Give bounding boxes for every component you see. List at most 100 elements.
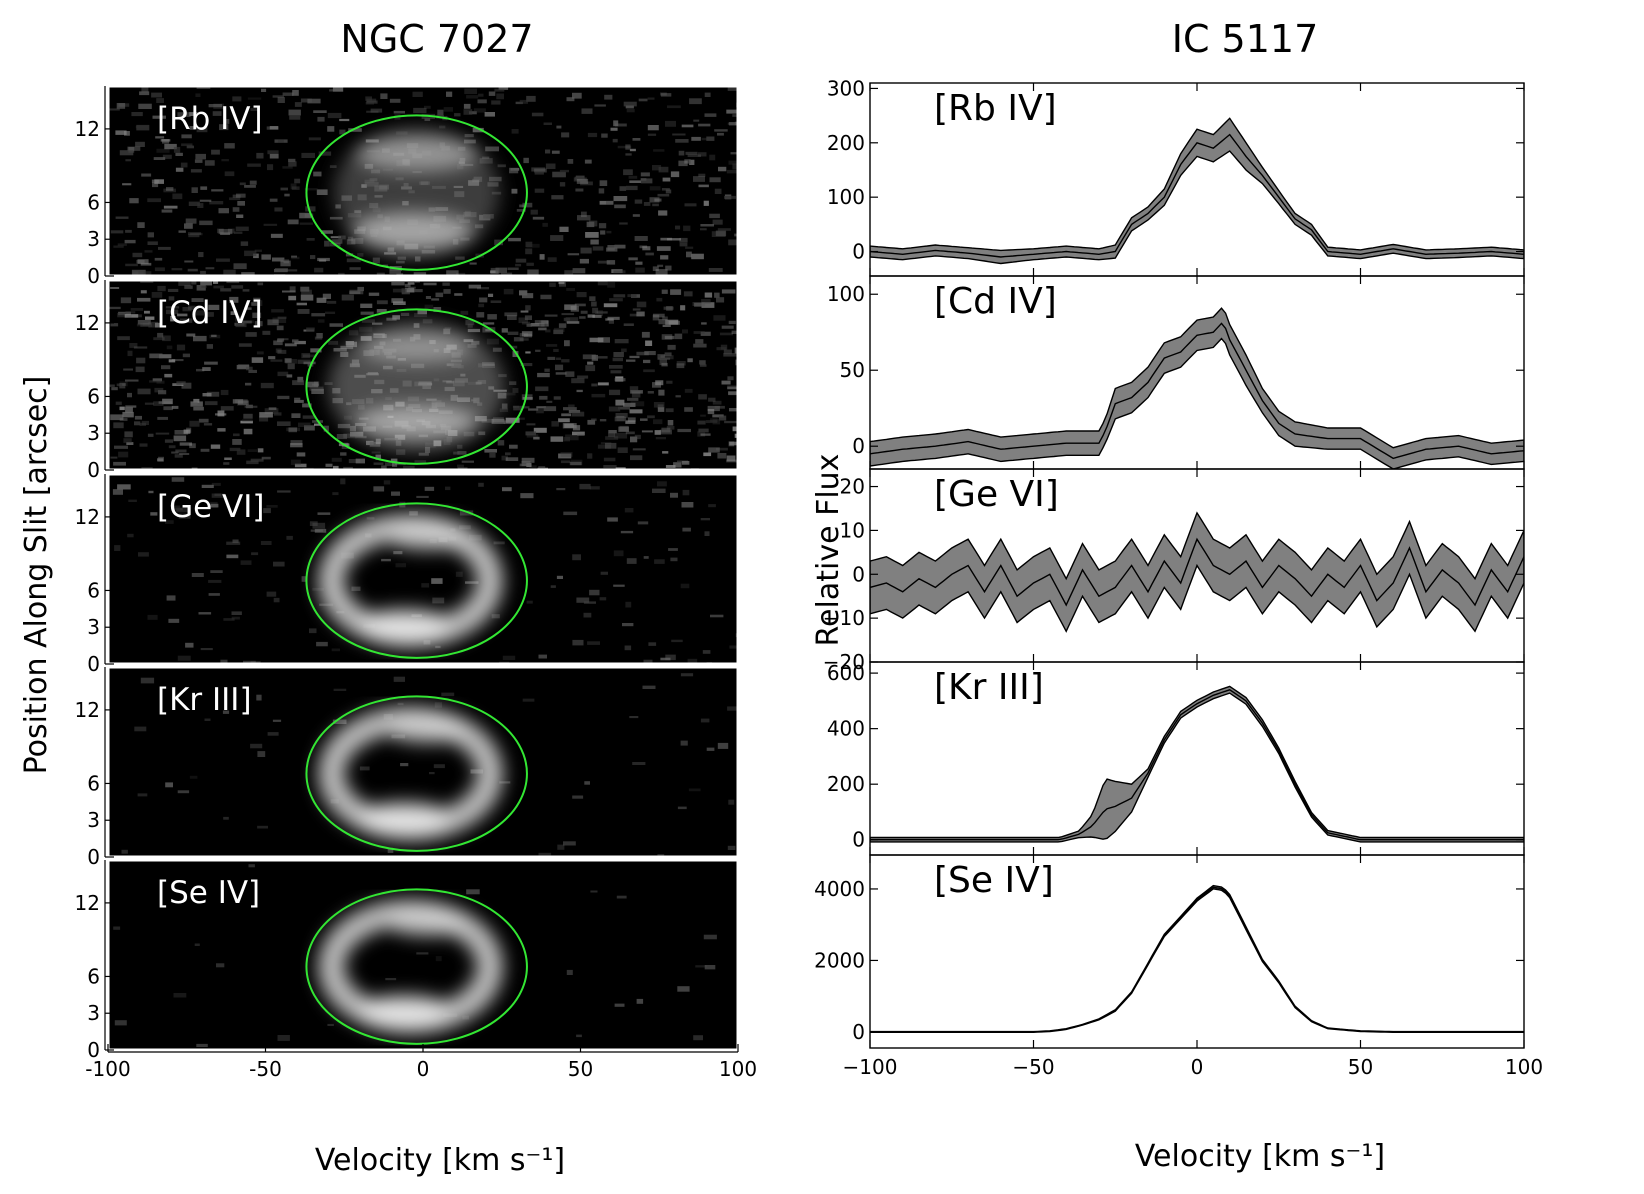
spectrum-line bbox=[870, 689, 1524, 841]
noise-cell bbox=[520, 363, 533, 367]
noise-cell bbox=[641, 331, 650, 338]
noise-cell bbox=[720, 344, 728, 350]
noise-cell bbox=[179, 453, 190, 455]
noise-cell bbox=[724, 195, 736, 199]
noise-cell bbox=[223, 119, 230, 124]
noise-cell bbox=[556, 575, 563, 579]
noise-cell bbox=[300, 98, 312, 103]
noise-cell bbox=[643, 202, 651, 206]
noise-cell bbox=[670, 171, 680, 178]
ngc7027-panel: [Rb IV] 0 3 6 12 bbox=[75, 84, 740, 288]
noise-cell bbox=[504, 312, 518, 317]
noise-cell bbox=[599, 597, 607, 601]
noise-cell bbox=[617, 145, 632, 149]
y-tick-label: 0 bbox=[87, 845, 100, 869]
noise-cell bbox=[657, 407, 665, 412]
noise-cell bbox=[718, 415, 727, 421]
noise-cell bbox=[681, 461, 690, 465]
noise-cell bbox=[721, 289, 736, 294]
noise-cell bbox=[122, 411, 134, 418]
noise-cell bbox=[185, 642, 194, 648]
noise-cell bbox=[288, 427, 297, 433]
noise-cell bbox=[628, 257, 638, 261]
noise-cell bbox=[239, 320, 252, 324]
noise-cell bbox=[614, 244, 626, 249]
spectrum-plot bbox=[870, 685, 1524, 843]
noise-cell bbox=[716, 447, 728, 451]
noise-cell bbox=[425, 296, 431, 299]
emission-ring-bottom bbox=[360, 609, 449, 638]
noise-cell bbox=[484, 449, 497, 453]
noise-cell bbox=[332, 492, 339, 496]
noise-cell bbox=[144, 250, 153, 253]
noise-cell bbox=[519, 338, 529, 341]
noise-cell bbox=[730, 152, 738, 155]
noise-cell bbox=[516, 209, 526, 212]
noise-cell bbox=[629, 180, 641, 183]
noise-cell bbox=[662, 451, 669, 454]
noise-cell bbox=[298, 422, 311, 427]
noise-cell bbox=[132, 252, 143, 258]
noise-cell bbox=[505, 417, 520, 423]
noise-cell bbox=[629, 355, 640, 359]
noise-cell bbox=[173, 505, 181, 510]
noise-cell bbox=[662, 316, 668, 321]
y-tick-label: 0 bbox=[87, 458, 100, 482]
noise-cell bbox=[157, 416, 168, 420]
noise-cell bbox=[307, 381, 319, 388]
noise-cell bbox=[193, 335, 207, 342]
noise-cell bbox=[191, 280, 197, 285]
noise-cell bbox=[657, 354, 665, 358]
noise-cell bbox=[126, 442, 134, 445]
noise-cell bbox=[677, 428, 691, 433]
noise-cell bbox=[563, 511, 578, 516]
noise-cell bbox=[579, 258, 589, 264]
noise-cell bbox=[703, 200, 709, 206]
noise-cell bbox=[567, 253, 580, 256]
uncertainty-band bbox=[870, 884, 1524, 1033]
noise-cell bbox=[166, 345, 173, 350]
noise-cell bbox=[503, 392, 516, 396]
noise-cell bbox=[655, 269, 668, 275]
noise-cell bbox=[698, 428, 709, 433]
noise-cell bbox=[201, 285, 207, 288]
noise-cell bbox=[417, 310, 427, 315]
noise-cell bbox=[647, 125, 659, 131]
noise-cell bbox=[491, 614, 500, 619]
noise-cell bbox=[446, 270, 459, 276]
model-ellipse bbox=[305, 695, 528, 852]
noise-cell bbox=[173, 435, 187, 442]
noise-cell bbox=[455, 256, 465, 260]
noise-cell bbox=[600, 230, 606, 235]
noise-cell bbox=[134, 415, 142, 420]
noise-cell bbox=[445, 486, 451, 491]
noise-cell bbox=[219, 124, 229, 131]
noise-cell bbox=[165, 782, 173, 788]
noise-cell bbox=[513, 405, 523, 411]
noise-cell bbox=[660, 93, 672, 97]
noise-cell bbox=[268, 407, 277, 410]
noise-cell bbox=[314, 267, 324, 273]
noise-cell bbox=[130, 308, 144, 311]
noise-cell bbox=[137, 297, 151, 302]
noise-cell bbox=[641, 430, 653, 433]
noise-cell bbox=[619, 222, 628, 225]
noise-cell bbox=[211, 334, 217, 337]
noise-cell bbox=[525, 241, 533, 248]
noise-cell bbox=[489, 452, 496, 458]
y-tick-label: 200 bbox=[827, 772, 865, 796]
noise-cell bbox=[433, 307, 442, 312]
noise-cell bbox=[218, 229, 233, 235]
noise-cell bbox=[338, 272, 345, 276]
noise-cell bbox=[713, 315, 726, 321]
noise-cell bbox=[339, 118, 350, 122]
noise-cell bbox=[385, 978, 397, 981]
noise-cell bbox=[597, 356, 608, 359]
noise-cell bbox=[728, 391, 738, 396]
noise-cell bbox=[243, 428, 253, 435]
noise-cell bbox=[706, 747, 715, 751]
noise-cell bbox=[442, 282, 450, 286]
noise-cell bbox=[273, 412, 282, 416]
noise-cell bbox=[273, 561, 285, 567]
